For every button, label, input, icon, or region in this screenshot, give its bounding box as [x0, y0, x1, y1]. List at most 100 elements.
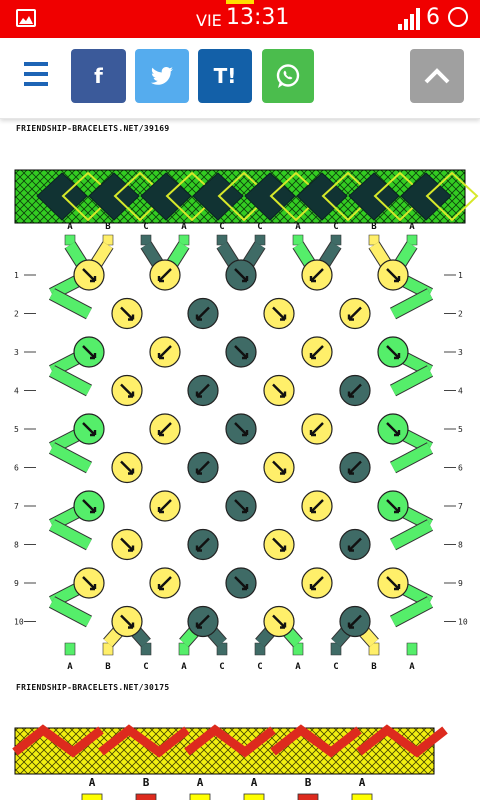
status-day: VIE — [196, 11, 222, 30]
string-label-top: C — [333, 222, 338, 232]
string-label-bottom: C — [333, 662, 338, 672]
string-label-top: A — [197, 776, 204, 789]
string-label-top: A — [409, 222, 415, 232]
knot-arrow-icon — [272, 383, 287, 398]
knot-arrow-icon — [234, 345, 249, 360]
row-number-left: 6 — [14, 464, 19, 473]
knot-arrow-icon — [157, 499, 172, 514]
knot-arrow-icon — [347, 537, 362, 552]
knot-arrow-icon — [386, 499, 401, 514]
string-label-top: B — [143, 776, 150, 789]
preview-zigzag — [98, 724, 190, 758]
row-number-left: 7 — [14, 502, 19, 511]
knot-arrow-icon — [157, 345, 172, 360]
knot-arrow-icon — [309, 576, 324, 591]
facebook-share-button[interactable]: f — [71, 49, 126, 103]
string-label-top: B — [305, 776, 312, 789]
string-label-top: A — [181, 222, 187, 232]
knot-arrow-icon — [195, 460, 210, 475]
knot-arrow-icon — [195, 614, 210, 629]
knot-arrow-icon — [120, 537, 135, 552]
knot-arrow-icon — [272, 460, 287, 475]
knot-arrow-icon — [234, 499, 249, 514]
row-number-right: 3 — [458, 348, 463, 357]
status-time: 13:31 — [226, 5, 290, 30]
bracelet-preview-2 — [12, 724, 448, 775]
string-label-bottom: A — [181, 662, 187, 672]
bracelet-pattern-diagram[interactable]: A B C A C C A C B A A B C A C C A C B A 1 1 2 2 3 3 4 4 5 5 6 6 7 7 8 8 9 9 10… — [0, 165, 480, 685]
row-number-left: 5 — [14, 425, 19, 434]
row-number-left: 1 — [14, 271, 19, 280]
notification-circle-icon — [448, 7, 468, 27]
row-number-left: 10 — [14, 618, 24, 627]
status-bar: VIE 13:31 6 — [0, 0, 480, 38]
string-label-top: C — [219, 222, 224, 232]
preview-zigzag — [12, 724, 104, 758]
pattern-caption-2: FRIENDSHIP-BRACELETS.NET/30175 — [16, 683, 170, 692]
row-number-right: 7 — [458, 502, 463, 511]
string-label-bottom: A — [409, 662, 415, 672]
row-number-left: 8 — [14, 541, 19, 550]
knot-arrow-icon — [157, 576, 172, 591]
preview-zigzag — [270, 724, 362, 758]
preview-zigzag — [356, 724, 448, 758]
knot-arrow-icon — [309, 499, 324, 514]
string-label-bottom: B — [371, 662, 377, 672]
signal-strength-icon — [398, 8, 420, 30]
bracelet-preview — [14, 169, 479, 224]
string-label-top: A — [295, 222, 301, 232]
knot-arrow-icon — [157, 268, 172, 283]
knot-arrow-icon — [347, 383, 362, 398]
row-number-right: 1 — [458, 271, 463, 280]
knot-arrow-icon — [272, 306, 287, 321]
share-toolbar: f T! — [0, 38, 480, 119]
chevron-up-icon — [424, 68, 450, 84]
knot-arrow-icon — [347, 306, 362, 321]
string-label-bottom: C — [219, 662, 224, 672]
knot-arrow-icon — [195, 383, 210, 398]
knot-arrow-icon — [347, 614, 362, 629]
knot-arrow-icon — [120, 614, 135, 629]
string-label-bottom: C — [143, 662, 148, 672]
tuenti-icon: T! — [213, 64, 237, 88]
tuenti-share-button[interactable]: T! — [198, 49, 252, 103]
row-number-right: 5 — [458, 425, 463, 434]
knot-arrow-icon — [309, 345, 324, 360]
knot-arrow-icon — [309, 268, 324, 283]
row-number-right: 4 — [458, 387, 463, 396]
string-label-top: A — [359, 776, 366, 789]
string-label-top: A — [89, 776, 96, 789]
facebook-icon: f — [94, 64, 103, 88]
string-label-bottom: B — [105, 662, 111, 672]
string-label-top: A — [251, 776, 258, 789]
string-labels: A B C A C C A C B A A B C A C C A C B A 1 1 2 2 3 3 4 4 5 5 6 6 7 7 8 8 9 9 10… — [14, 222, 468, 672]
network-type: 6 — [426, 5, 440, 30]
gallery-notification-icon — [16, 9, 36, 27]
knot-arrow-icon — [234, 268, 249, 283]
string-label-top: B — [371, 222, 377, 232]
knot-arrow-icon — [234, 576, 249, 591]
string-label-top: C — [257, 222, 262, 232]
knot-arrow-icon — [195, 537, 210, 552]
row-number-left: 2 — [14, 310, 19, 319]
knot-arrow-icon — [120, 306, 135, 321]
twitter-share-button[interactable] — [135, 49, 189, 103]
knot-arrow-icon — [82, 576, 97, 591]
knot-arrow-icon — [309, 422, 324, 437]
knot-arrow-icon — [82, 345, 97, 360]
knot-arrow-icon — [120, 383, 135, 398]
row-number-left: 9 — [14, 579, 19, 588]
knot-arrow-icon — [386, 422, 401, 437]
hamburger-menu-icon[interactable] — [24, 62, 48, 86]
knot-arrow-icon — [386, 345, 401, 360]
knot-arrow-icon — [234, 422, 249, 437]
whatsapp-icon — [276, 64, 300, 88]
whatsapp-share-button[interactable] — [262, 49, 314, 103]
twitter-bird-icon — [151, 67, 173, 85]
scroll-top-button[interactable] — [410, 49, 464, 103]
row-number-right: 8 — [458, 541, 463, 550]
knot-arrow-icon — [195, 306, 210, 321]
string-label-top: C — [143, 222, 148, 232]
